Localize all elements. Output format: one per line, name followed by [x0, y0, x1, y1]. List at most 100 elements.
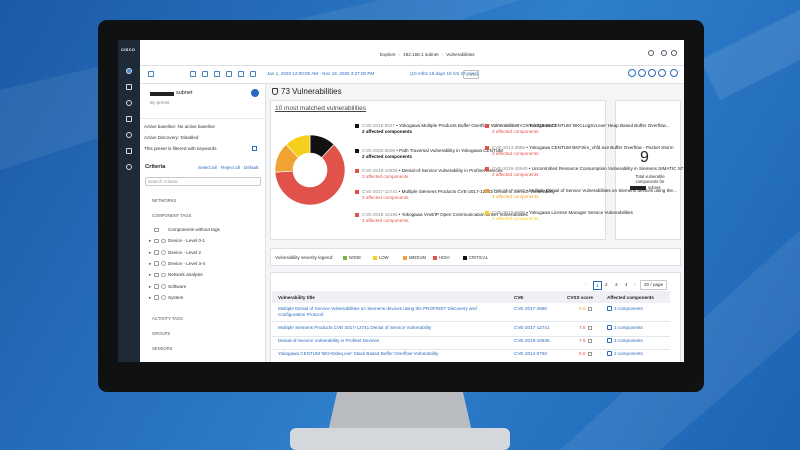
cve-link[interactable]: CVE-2014-0783 — [514, 351, 547, 356]
expand-arrow: ▸ — [149, 294, 152, 300]
playback-button[interactable] — [638, 69, 646, 77]
tag-checkbox[interactable] — [154, 238, 159, 244]
matched-card — [270, 100, 606, 240]
breadcrumb-item[interactable]: 192.168.1 subnet — [403, 52, 439, 57]
vulnerability-item[interactable]: CVE-2017-2680 • Multiple Denial of Servi… — [492, 188, 677, 199]
search-placeholder: Search criteria — [148, 179, 178, 184]
vulnerability-item[interactable]: CVE-2014-0781 • Yokogawa CENTUM 'BKCLogS… — [492, 123, 669, 134]
vulnerability-title[interactable]: Multiple Siemens Products CVE-2017-12741… — [278, 325, 432, 330]
tag-label[interactable]: Software — [168, 283, 187, 289]
cve-id: CVE-2019-10940 — [492, 166, 528, 171]
tag-label[interactable]: Components without tags — [168, 227, 220, 232]
playback-button[interactable] — [670, 69, 678, 77]
playback-button[interactable] — [658, 69, 666, 77]
edit-icon[interactable] — [252, 146, 257, 151]
page-number[interactable]: 2 — [605, 281, 608, 287]
vulnerability-item[interactable]: CVE-2014-3888 • Yokogawa CENTUM BKFSim_v… — [492, 145, 674, 156]
donut-segment[interactable] — [285, 134, 311, 159]
tag-checkbox[interactable] — [154, 295, 159, 300]
vulnerability-item[interactable]: CVE-2015-5627 • Yokogawa Multiple Produc… — [362, 123, 556, 134]
criteria-action[interactable]: Default — [244, 165, 259, 170]
vulnerability-name: Path Traversal Vulnerability in Yokogawa… — [399, 148, 503, 153]
column-header[interactable]: CVSS score — [567, 295, 594, 300]
sidebar-icon[interactable] — [126, 148, 132, 154]
page-number[interactable]: 3 — [615, 281, 618, 287]
toolbar-icon[interactable] — [250, 71, 256, 77]
vulnerability-title[interactable]: Yokogawa CENTUM 'BKHOdeq.exe' Stack Base… — [278, 351, 439, 356]
preset-play-button[interactable] — [251, 89, 259, 97]
cve-id: CVE-2018-16196 — [362, 212, 398, 217]
section-header[interactable]: NETWORKS — [152, 198, 177, 203]
tag-checkbox[interactable] — [154, 284, 159, 289]
legend-bar — [270, 248, 681, 266]
vulnerability-item[interactable]: CVE-2019-10936 • Denial-of-Service Vulne… — [362, 168, 503, 179]
vulnerability-item[interactable]: CVE-2017-12741 • Multiple Siemens Produc… — [362, 189, 555, 200]
playback-button[interactable] — [648, 69, 656, 77]
page-number[interactable]: 1 — [593, 281, 602, 290]
tag-checkbox[interactable] — [154, 272, 159, 278]
vulnerability-item[interactable]: CVE-2019-5909 • Yokogawa License Manager… — [492, 210, 633, 221]
components-link[interactable]: 2 components — [614, 351, 643, 356]
vulnerability-name: Multiple Siemens Products CVE-2017-12741… — [401, 189, 555, 194]
sidebar-icon[interactable] — [126, 164, 132, 170]
donut-segment[interactable] — [274, 144, 346, 206]
sidebar-icon[interactable] — [126, 68, 132, 74]
vulnerability-item[interactable]: CVE-2019-10940 • Uncontrolled Resource C… — [492, 166, 683, 177]
breadcrumb-item[interactable]: Vulnerabilities — [446, 52, 475, 57]
tag-checkbox[interactable] — [154, 250, 159, 255]
sidebar-icon[interactable] — [126, 84, 132, 90]
criteria-action[interactable]: Reject all — [221, 165, 240, 170]
severity-square — [485, 210, 489, 215]
tag-label[interactable]: Device - Level 0-1 — [168, 238, 206, 244]
vulnerability-title[interactable]: Multiple Denial of Service Vulnerabiliti… — [278, 306, 477, 317]
column-header[interactable]: Affected components — [607, 295, 654, 300]
top-icon[interactable] — [648, 50, 654, 56]
vulnerability-item[interactable]: CVE-2020-5609 • Path Traversal Vulnerabi… — [362, 148, 503, 159]
sidebar — [118, 40, 140, 362]
toolbar-icon[interactable] — [226, 71, 232, 77]
column-header[interactable]: Vulnerability title — [278, 295, 315, 300]
toolbar-icon[interactable] — [190, 71, 196, 77]
component-icon — [607, 306, 612, 311]
legend-swatch — [343, 255, 347, 260]
page-number[interactable]: 4 — [625, 281, 628, 287]
search-input[interactable] — [145, 177, 261, 186]
vulnerability-item[interactable]: CVE-2018-16196 • Yokogawa Vnet/IP Open C… — [362, 212, 528, 223]
section-header[interactable]: ACTIVITY TAGS — [152, 316, 183, 321]
components-link[interactable]: 3 components — [614, 306, 643, 311]
time-range: Jan 1, 2020 12:00:00 AM - Nov 19, 2020 3… — [267, 71, 375, 76]
tag-label[interactable]: System — [168, 294, 184, 300]
page-size[interactable]: 20 / page — [640, 280, 668, 290]
toolbar-icon[interactable] — [148, 71, 154, 77]
page-next: › — [634, 282, 636, 287]
components-link[interactable]: 3 components — [614, 338, 643, 343]
cve-link[interactable]: CVE-2017-12741 — [514, 325, 550, 330]
criteria-action[interactable]: Select all — [198, 165, 217, 170]
toolbar-icon[interactable] — [238, 71, 244, 77]
sidebar-icon[interactable] — [126, 132, 132, 138]
vulnerability-title[interactable]: Denial-of-Service Vulnerability in Profi… — [278, 338, 379, 343]
toolbar-icon[interactable] — [202, 71, 208, 77]
cve-link[interactable]: CVE-2019-10936 — [514, 338, 550, 343]
top-icon[interactable] — [671, 50, 677, 56]
tag-icon — [161, 261, 166, 266]
tag-label[interactable]: Device - Level 2 — [168, 249, 201, 255]
sidebar-icon[interactable] — [126, 100, 132, 106]
components-link[interactable]: 3 components — [614, 325, 643, 330]
tag-checkbox[interactable] — [154, 261, 159, 266]
preset-subtitle: By preset — [150, 100, 170, 105]
top-icon[interactable] — [661, 50, 667, 56]
tag-label[interactable]: Network analysis — [168, 272, 203, 278]
column-header[interactable]: CVE — [514, 295, 524, 300]
cve-link[interactable]: CVE-2017-2680 — [514, 306, 547, 311]
playback-button[interactable] — [628, 69, 636, 77]
section-header[interactable]: SENSORS — [152, 346, 173, 351]
toolbar-icon[interactable] — [214, 71, 220, 77]
tag-label[interactable]: Device - Level 3-4 — [168, 260, 206, 266]
section-header[interactable]: COMPONENT TAGS — [152, 213, 192, 218]
breadcrumb-item[interactable]: Explore — [380, 52, 396, 57]
legend-label: LOW — [379, 255, 389, 260]
section-header[interactable]: GROUPS — [152, 331, 171, 336]
sidebar-icon[interactable] — [126, 116, 132, 122]
tag-checkbox[interactable] — [154, 227, 159, 232]
